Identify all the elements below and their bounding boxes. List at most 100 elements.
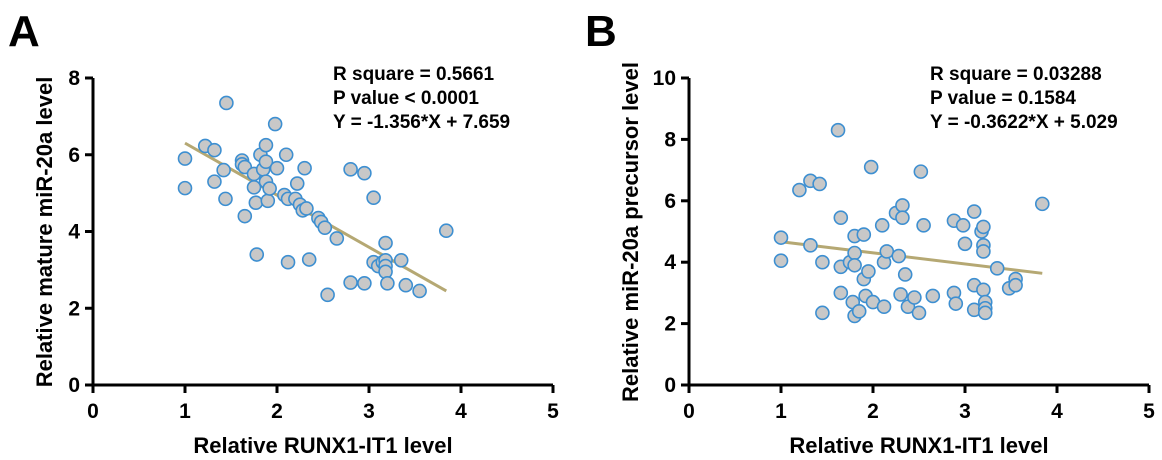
panel-b-data-point [955,218,971,233]
panel-b-data-point [913,164,929,179]
panel-b-y-tick-label: 6 [664,190,676,213]
panel-a-x-axis-title: Relative RUNX1-IT1 level [193,433,452,458]
panel-a-stats-annotation: P value < 0.0001 [333,88,479,109]
panel-a-data-point [219,95,234,111]
panel-b-data-point [916,218,931,233]
panel-a-data-point [216,162,231,178]
panel-a-data-point [278,147,294,163]
panel-b-data-point [851,304,867,319]
panel-a-x-tick-label: 3 [363,400,375,423]
panel-a-data-point [249,247,265,262]
panel-b-stats-annotation: R square = 0.03288 [930,64,1102,85]
panel-b-stats-annotation: Y = -0.3622*X + 5.029 [930,112,1118,133]
panel-b-data-point [1008,277,1023,293]
panel-b-data-point [815,254,830,270]
panel-a-data-point [320,287,335,303]
panel-b-x-tick-label: 5 [1143,400,1155,423]
panel-a-data-point [378,235,393,251]
panel-a-y-tick-label: 0 [68,374,80,397]
panel-a-data-point [260,193,276,209]
panel-b-data-point [976,219,991,235]
panel-b-data-point [861,264,876,279]
panel-b-y-tick-label: 8 [664,128,676,151]
panel-b-x-tick-label: 2 [867,400,879,423]
panel-a-data-point [207,142,222,158]
panel-a-data-point [412,283,427,299]
panel-b-stats-annotation: P value = 0.1584 [930,88,1076,109]
panel-a-x-tick-label: 1 [179,400,191,423]
panel-b-data-point [911,305,927,321]
panel-b-x-tick-label: 3 [959,400,971,423]
panel-a-data-point [357,276,372,291]
panel-a-data-point [262,181,277,196]
panel-a-data-point [207,174,222,189]
panel-b-data-point [907,290,922,305]
panel-a-y-tick-label: 2 [68,297,80,320]
panel-b-data-point [815,305,830,321]
panel-b-data-point [773,230,789,245]
panel-b-data-point [925,288,941,304]
panel-a-data-point [248,195,264,211]
panel-b-x-tick-label: 0 [683,400,695,423]
panel-a-data-point [343,162,358,177]
panel-a-data-point [366,190,381,206]
panel-b-x-axis-title: Relative RUNX1-IT1 level [789,433,1048,458]
panel-b-data-point [976,282,991,298]
panel-a-y-tick-label: 4 [68,221,80,244]
panel-a-data-point [301,252,317,267]
panel-b-data-point [847,257,862,273]
panel-b-data-point [833,210,849,225]
panel-b-data-point [895,210,910,225]
panel-b-x-tick-label: 1 [775,400,787,423]
panel-b-data-point [893,287,908,302]
panel-a-data-point [317,220,333,235]
panel-b-y-tick-label: 0 [664,374,676,397]
panel-label-a: A [8,7,40,56]
panel-a-data-point [343,275,358,290]
panel-b-data-point [833,285,849,301]
panel-a-data-point [218,191,233,207]
panel-b-y-axis-title: Relative miR-20a precursor level [618,62,643,402]
panel-b-data-point [977,305,993,321]
panel-b-y-tick-label: 10 [653,67,676,90]
panel-label-b: B [585,7,617,56]
panel-a-data-point [438,223,454,239]
panel-b-data-point [773,253,789,268]
panel-b-data-point [856,227,872,242]
panel-a-data-point [357,165,372,181]
panel-b-data-point [812,176,827,192]
panel-a-data-point [398,277,414,293]
panel-a-data-point [267,116,283,132]
panel-b-data-point [874,218,890,233]
panel-a-y-axis-title: Relative mature miR-20a level [32,77,57,388]
panel-a-data-point [280,254,296,270]
panel-b-data-point [879,244,895,259]
panel-b-data-point [966,204,982,219]
panel-a-data-point [237,208,253,224]
panel-b-data-point [989,261,1005,276]
panel-b-data-point [830,122,846,138]
panel-a-data-point [289,176,305,191]
panel-b-data-point [957,236,973,252]
panel-a-x-tick-label: 2 [271,400,283,423]
panel-a-x-tick-label: 0 [87,400,99,423]
panel-a-data-point [299,201,314,216]
panel-a-data-point [258,137,274,153]
panel-b-data-point [895,198,910,213]
panel-b-y-tick-label: 2 [664,313,676,336]
panel-b-data-point [1034,196,1050,212]
panel-b-data-point [891,248,907,264]
panel-b-data-point [948,296,964,311]
panel-a-data-point [393,252,409,268]
panel-a-data-point [246,180,262,195]
panel-b-data-point [803,238,818,253]
panel-a-data-point [269,160,285,176]
panel-a-data-point [177,180,193,196]
panel-b-y-tick-label: 4 [664,251,676,274]
panel-a-y-tick-label: 6 [68,144,80,167]
panel-b-data-point [876,299,892,315]
panel-a-data-point [177,151,193,166]
panel-a-data-point [380,276,395,291]
panel-a-data-point [297,160,312,176]
